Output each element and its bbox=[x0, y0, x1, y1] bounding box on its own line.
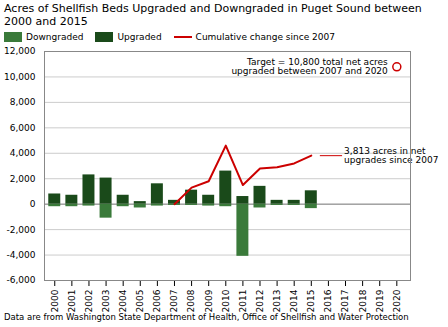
svg-text:10,000: 10,000 bbox=[4, 72, 36, 82]
svg-text:2014: 2014 bbox=[289, 289, 299, 312]
svg-text:2008: 2008 bbox=[186, 289, 196, 312]
svg-text:2017: 2017 bbox=[340, 290, 350, 313]
svg-text:2005: 2005 bbox=[135, 290, 145, 313]
svg-text:2019: 2019 bbox=[375, 289, 385, 312]
svg-text:2007: 2007 bbox=[169, 290, 179, 313]
svg-text:2006: 2006 bbox=[152, 289, 162, 312]
svg-text:-2,000: -2,000 bbox=[6, 224, 35, 234]
svg-text:2013: 2013 bbox=[272, 290, 282, 313]
svg-text:-6,000: -6,000 bbox=[6, 275, 35, 285]
html-text:Data are from Washington State: Data are from Washington State Departmen… bbox=[4, 312, 409, 322]
svg-text:0: 0 bbox=[30, 199, 36, 209]
html-text:Cumulative change since 2007: Cumulative change since 2007 bbox=[195, 32, 335, 42]
svg-text:2018: 2018 bbox=[357, 289, 367, 312]
svg-text:2010: 2010 bbox=[221, 289, 231, 312]
svg-text:2001: 2001 bbox=[67, 290, 77, 313]
svg-text:2000: 2000 bbox=[50, 289, 60, 312]
svg-text:2012: 2012 bbox=[255, 290, 265, 313]
svg-text:12,000: 12,000 bbox=[4, 46, 36, 56]
svg-text:2015: 2015 bbox=[306, 290, 316, 313]
svg-text:2002: 2002 bbox=[84, 290, 94, 313]
svg-text:2,000: 2,000 bbox=[10, 174, 36, 184]
svg-text:2003: 2003 bbox=[101, 290, 111, 313]
svg-text:6,000: 6,000 bbox=[10, 123, 36, 133]
svg-text:4,000: 4,000 bbox=[10, 148, 36, 158]
svg-text:3,813 acres in netupgrades sin: 3,813 acres in netupgrades since 2007 bbox=[344, 146, 438, 165]
html-text:Downgraded: Downgraded bbox=[26, 32, 84, 42]
html-text:Acres of Shellfish Beds Upgrad: Acres of Shellfish Beds Upgraded and Dow… bbox=[4, 2, 422, 28]
svg-text:2020: 2020 bbox=[392, 289, 402, 312]
svg-text:2009: 2009 bbox=[204, 289, 214, 312]
svg-text:-4,000: -4,000 bbox=[6, 250, 35, 260]
html-text:Upgraded: Upgraded bbox=[117, 32, 162, 42]
svg-text:Target = 10,800 total net acre: Target = 10,800 total net acresupgraded … bbox=[231, 57, 388, 76]
svg-text:2016: 2016 bbox=[323, 289, 333, 312]
svg-text:2004: 2004 bbox=[118, 289, 128, 312]
svg-text:2011: 2011 bbox=[238, 290, 248, 313]
svg-text:8,000: 8,000 bbox=[10, 97, 36, 107]
